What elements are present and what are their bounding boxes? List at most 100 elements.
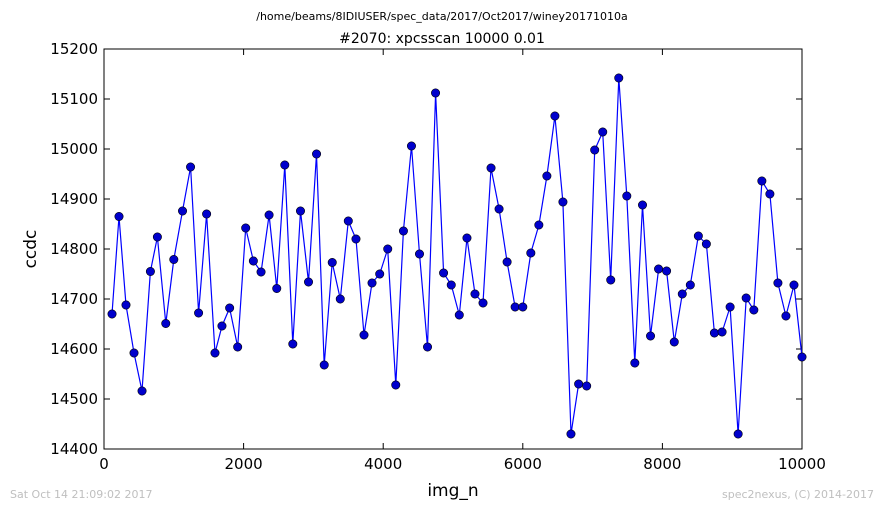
data-point bbox=[462, 233, 472, 243]
data-point bbox=[614, 73, 624, 83]
data-point bbox=[677, 289, 687, 299]
data-point bbox=[194, 308, 204, 318]
data-point bbox=[161, 318, 171, 328]
data-point bbox=[145, 266, 155, 276]
data-point bbox=[210, 348, 220, 358]
data-point bbox=[406, 141, 416, 151]
data-point bbox=[272, 283, 282, 293]
data-point bbox=[137, 386, 147, 396]
data-point bbox=[383, 244, 393, 254]
data-point bbox=[654, 264, 664, 274]
data-point bbox=[662, 266, 672, 276]
data-point bbox=[558, 197, 568, 207]
data-point bbox=[669, 337, 679, 347]
data-point bbox=[248, 256, 258, 266]
data-point bbox=[288, 339, 298, 349]
chart-title: #2070: xpcsscan 10000 0.01 bbox=[339, 31, 545, 47]
x-tick-label: 2000 bbox=[225, 455, 263, 473]
data-point bbox=[202, 209, 212, 219]
data-point bbox=[312, 149, 322, 159]
data-point bbox=[733, 429, 743, 439]
data-point bbox=[550, 111, 560, 121]
y-tick-label: 14800 bbox=[50, 240, 98, 258]
data-point bbox=[233, 342, 243, 352]
data-point bbox=[319, 360, 329, 370]
data-point bbox=[534, 220, 544, 230]
data-point bbox=[169, 255, 179, 265]
data-point bbox=[486, 163, 496, 173]
x-tick-label: 10000 bbox=[778, 455, 826, 473]
data-point bbox=[225, 303, 235, 313]
data-point bbox=[494, 204, 504, 214]
y-tick-label: 15000 bbox=[50, 140, 98, 158]
data-point bbox=[685, 280, 695, 290]
data-point bbox=[351, 234, 361, 244]
data-point bbox=[217, 321, 227, 331]
data-point bbox=[518, 302, 528, 312]
data-point bbox=[598, 127, 608, 137]
data-point bbox=[343, 216, 353, 226]
data-point bbox=[439, 268, 449, 278]
data-point bbox=[606, 275, 616, 285]
copyright-footer: spec2nexus, (C) 2014-2017 bbox=[722, 488, 874, 501]
x-tick-label: 4000 bbox=[364, 455, 402, 473]
data-point bbox=[797, 352, 807, 362]
data-point bbox=[295, 206, 305, 216]
data-point bbox=[121, 300, 131, 310]
data-point bbox=[398, 226, 408, 236]
data-point bbox=[414, 249, 424, 259]
data-point bbox=[725, 302, 735, 312]
data-point bbox=[470, 289, 480, 299]
data-point bbox=[241, 223, 251, 233]
data-point bbox=[717, 327, 727, 337]
data-point bbox=[757, 176, 767, 186]
data-point bbox=[129, 348, 139, 358]
data-point bbox=[152, 232, 162, 242]
data-point bbox=[256, 267, 266, 277]
y-tick-label: 14500 bbox=[50, 390, 98, 408]
data-point bbox=[391, 380, 401, 390]
data-point bbox=[630, 358, 640, 368]
data-point bbox=[502, 257, 512, 267]
data-point bbox=[709, 328, 719, 338]
data-point bbox=[114, 212, 124, 222]
data-point bbox=[781, 311, 791, 321]
data-point bbox=[510, 302, 520, 312]
data-point bbox=[765, 189, 775, 199]
data-point bbox=[542, 171, 552, 181]
data-point bbox=[574, 379, 584, 389]
data-point bbox=[304, 277, 314, 287]
data-point bbox=[693, 231, 703, 241]
data-point bbox=[280, 160, 290, 170]
data-point bbox=[622, 191, 632, 201]
data-point bbox=[423, 342, 433, 352]
series-line bbox=[111, 77, 803, 435]
data-point bbox=[367, 278, 377, 288]
y-tick-label: 14600 bbox=[50, 340, 98, 358]
data-point bbox=[582, 381, 592, 391]
data-point bbox=[773, 278, 783, 288]
data-point bbox=[646, 331, 656, 341]
x-tick-label: 6000 bbox=[504, 455, 542, 473]
data-point bbox=[335, 294, 345, 304]
y-tick-label: 14400 bbox=[50, 440, 98, 458]
x-tick-label: 8000 bbox=[643, 455, 681, 473]
x-axis-label: img_n bbox=[427, 481, 478, 501]
series-markers bbox=[107, 73, 807, 439]
data-point bbox=[741, 293, 751, 303]
data-point bbox=[526, 248, 536, 258]
data-point bbox=[749, 305, 759, 315]
timestamp-footer: Sat Oct 14 21:09:02 2017 bbox=[10, 488, 153, 501]
y-tick-label: 15200 bbox=[50, 40, 98, 58]
data-point bbox=[446, 280, 456, 290]
file-path-header: /home/beams/8IDIUSER/spec_data/2017/Oct2… bbox=[256, 10, 628, 23]
data-point bbox=[107, 309, 117, 319]
data-point bbox=[590, 145, 600, 155]
data-point bbox=[327, 257, 337, 267]
data-point bbox=[178, 206, 188, 216]
data-point bbox=[359, 330, 369, 340]
data-point bbox=[701, 239, 711, 249]
data-point bbox=[566, 429, 576, 439]
axes: 0 2000 4000 6000 8000 10000 14400 14500 14600 147… bbox=[50, 40, 826, 473]
